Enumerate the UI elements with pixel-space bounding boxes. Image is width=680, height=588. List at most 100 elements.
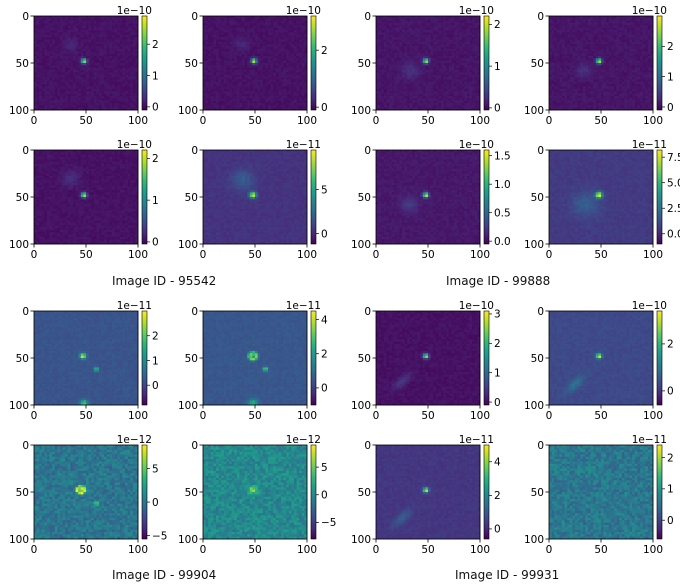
colorbar-tick-label: 2 (494, 338, 501, 350)
colorbar-tick-label: 2 (152, 153, 159, 165)
x-tick-label: 0 (31, 544, 38, 556)
colorbar-g2-p0 (142, 311, 147, 405)
heatmap-g2-p6 (376, 445, 480, 539)
x-tick-label: 50 (421, 115, 434, 127)
colorbar-tick-label: 5 (152, 463, 159, 475)
y-tick-label: 100 (9, 105, 29, 117)
colorbar-tick-label: 0 (321, 383, 328, 395)
colorbar-tick-label: 0 (152, 497, 159, 509)
x-tick-label: 50 (421, 544, 434, 556)
x-tick-label: 0 (373, 410, 380, 422)
x-tick-label: 100 (470, 544, 490, 556)
colorbar-g2-p2 (484, 311, 489, 405)
y-tick-label: 0 (364, 11, 371, 23)
heatmap-g2-p5 (203, 445, 307, 539)
x-tick-label: 100 (470, 249, 490, 261)
x-tick-label: 0 (200, 410, 207, 422)
y-tick-label: 0 (537, 145, 544, 157)
y-tick-label: 100 (178, 105, 198, 117)
colorbar-tick-label: 5 (321, 184, 328, 196)
x-tick-label: 100 (297, 544, 317, 556)
colorbar-g2-p3 (657, 311, 662, 405)
colorbar-offset-label: 1e−11 (459, 434, 494, 446)
colorbar-offset-label: 1e−10 (286, 5, 321, 17)
y-tick-label: 100 (351, 400, 371, 412)
heatmap-g2-p3 (549, 311, 653, 405)
x-tick-label: 50 (594, 410, 607, 422)
x-tick-label: 50 (594, 544, 607, 556)
colorbar-tick-label: 5 (321, 462, 328, 474)
colorbar-tick-label: 4 (494, 457, 501, 469)
x-tick-label: 0 (31, 410, 38, 422)
colorbar-offset-label: 1e−11 (286, 139, 321, 151)
colorbar-offset-label: 1e−10 (459, 300, 494, 312)
y-tick-label: 50 (358, 353, 371, 365)
colorbar-tick-label: 1.5 (494, 150, 511, 162)
y-tick-label: 50 (358, 192, 371, 204)
heatmap-g0-p2 (376, 16, 480, 110)
y-tick-label: 100 (351, 105, 371, 117)
x-tick-label: 100 (643, 544, 663, 556)
y-tick-label: 50 (358, 58, 371, 70)
colorbar-tick-label: 1 (494, 367, 501, 379)
colorbar-tick-label: 0 (667, 515, 674, 527)
x-tick-label: 0 (373, 115, 380, 127)
x-tick-label: 100 (128, 544, 148, 556)
x-tick-label: 100 (470, 115, 490, 127)
x-tick-label: 50 (79, 544, 92, 556)
colorbar-tick-label: 0 (667, 102, 674, 114)
colorbar-tick-label: 0 (321, 102, 328, 114)
y-tick-label: 100 (524, 534, 544, 546)
colorbar-offset-label: 1e−10 (632, 300, 667, 312)
colorbar-tick-label: 2 (321, 45, 328, 57)
heatmap-g2-p1 (203, 311, 307, 405)
colorbar-tick-label: 1 (152, 355, 159, 367)
colorbar-offset-label: 1e−10 (459, 5, 494, 17)
y-tick-label: 0 (22, 145, 29, 157)
y-tick-label: 50 (531, 353, 544, 365)
colorbar-tick-label: 3 (494, 309, 501, 321)
colorbar-g2-p1 (311, 311, 316, 405)
colorbar-tick-label: −5 (152, 530, 167, 542)
group-caption-99931: Image ID - 99931 (455, 568, 559, 582)
colorbar-g2-p6 (484, 445, 489, 539)
y-tick-label: 0 (537, 11, 544, 23)
colorbar-offset-label: 1e−10 (632, 5, 667, 17)
x-tick-label: 0 (200, 115, 207, 127)
heatmap-g0-p3 (549, 16, 653, 110)
x-tick-label: 0 (546, 249, 553, 261)
colorbar-tick-label: 7.5 (667, 152, 680, 164)
y-tick-label: 50 (531, 487, 544, 499)
y-tick-label: 100 (178, 400, 198, 412)
x-tick-label: 0 (200, 544, 207, 556)
colorbar-tick-label: 0.0 (667, 229, 680, 241)
y-tick-label: 100 (351, 534, 371, 546)
x-tick-label: 100 (470, 410, 490, 422)
y-tick-label: 100 (351, 239, 371, 251)
figure: 0 50 100050100 0121e−100 50 100050100 021e−100… (0, 0, 680, 588)
y-tick-label: 0 (191, 440, 198, 452)
x-tick-label: 50 (79, 410, 92, 422)
colorbar-offset-label: 1e−10 (459, 139, 494, 151)
colorbar-tick-label: 0 (152, 237, 159, 249)
colorbar-tick-label: 0 (494, 397, 501, 409)
y-tick-label: 100 (9, 534, 29, 546)
x-tick-label: 0 (200, 249, 207, 261)
x-tick-label: 0 (373, 544, 380, 556)
group-caption-99904: Image ID - 99904 (112, 568, 216, 582)
y-tick-label: 100 (9, 400, 29, 412)
x-tick-label: 50 (79, 249, 92, 261)
colorbar-g0-p0 (142, 16, 147, 110)
colorbar-tick-label: 0 (152, 380, 159, 392)
heatmap-g2-p7 (549, 445, 653, 539)
